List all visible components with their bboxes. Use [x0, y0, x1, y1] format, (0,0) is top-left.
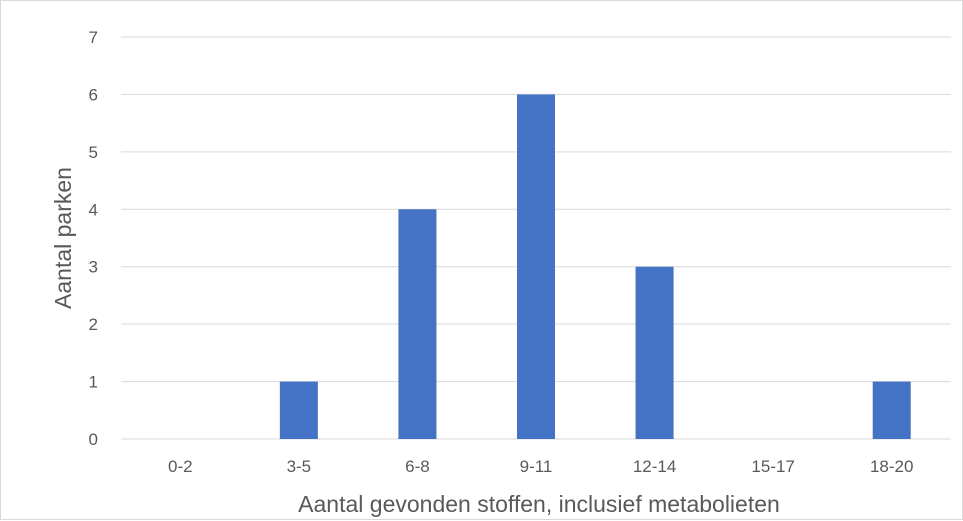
y-tick-label: 0: [89, 430, 98, 449]
y-tick-label: 6: [89, 85, 98, 104]
x-tick-label: 18-20: [870, 457, 913, 476]
y-tick-labels: 0 1 2 3 4 5 6 7: [89, 28, 98, 449]
bar-12-14: [635, 266, 674, 439]
x-tick-labels: 0-2 3-5 6-8 9-11 12-14 15-17 18-20: [168, 457, 913, 476]
bar-6-8: [398, 209, 437, 439]
x-tick-label: 0-2: [168, 457, 193, 476]
y-tick-label: 1: [89, 373, 98, 392]
y-tick-label: 2: [89, 315, 98, 334]
x-tick-label: 12-14: [633, 457, 676, 476]
x-axis-title: Aantal gevonden stoffen, inclusief metab…: [298, 491, 780, 517]
y-axis-title: Aantal parken: [50, 167, 76, 309]
x-tick-label: 3-5: [287, 457, 312, 476]
y-tick-label: 5: [89, 143, 98, 162]
x-tick-label: 15-17: [751, 457, 794, 476]
x-tick-label: 9-11: [520, 457, 553, 476]
bar-9-11: [517, 94, 555, 439]
y-tick-label: 4: [89, 200, 98, 219]
bar-3-5: [279, 381, 318, 439]
x-tick-label: 6-8: [405, 457, 430, 476]
bars: [279, 94, 911, 439]
y-tick-label: 7: [89, 28, 98, 47]
y-tick-label: 3: [89, 258, 98, 277]
bar-18-20: [872, 381, 911, 439]
